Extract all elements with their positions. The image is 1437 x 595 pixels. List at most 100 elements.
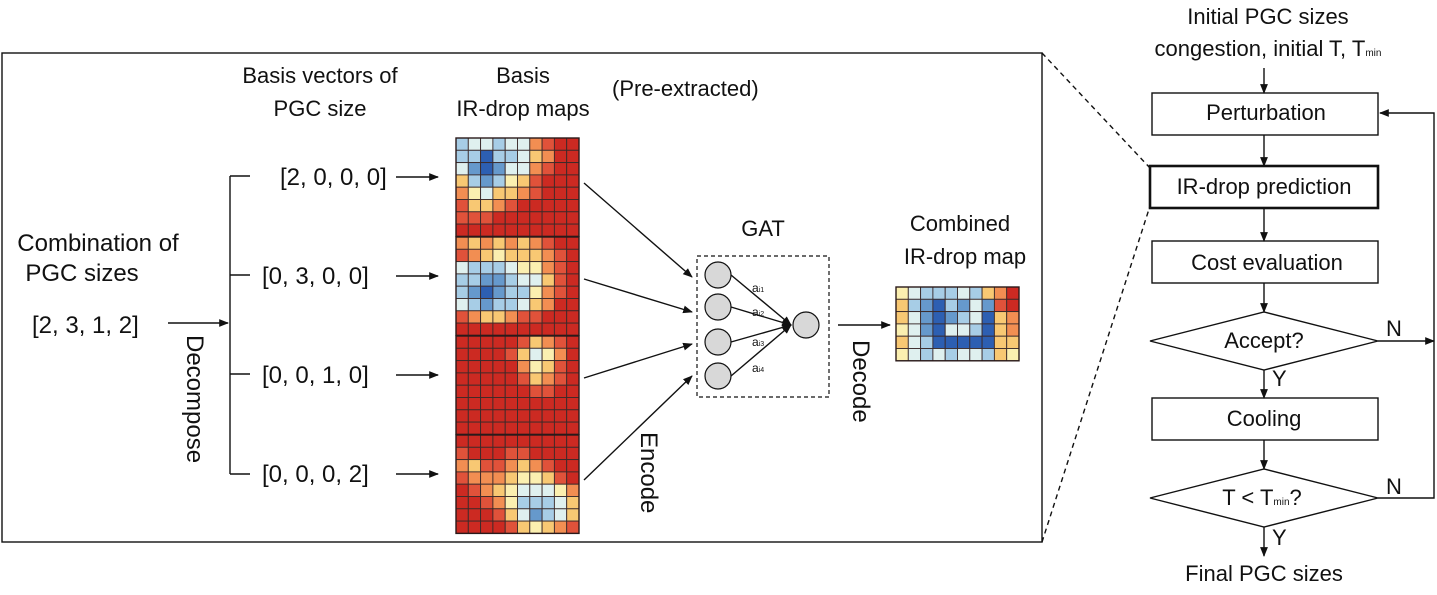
heatmap-cell xyxy=(529,471,543,485)
heatmap-cell xyxy=(553,174,568,188)
heatmap-cell xyxy=(480,322,494,336)
heatmap-cell xyxy=(981,323,995,337)
heatmap-cell xyxy=(504,335,518,349)
heatmap-cell xyxy=(920,323,934,337)
heatmap-cell xyxy=(467,434,482,448)
combined-title-line1: Combined xyxy=(909,211,1011,236)
heatmap-cell xyxy=(553,248,568,263)
heatmap-cell xyxy=(541,496,555,510)
heatmap-cell xyxy=(467,137,482,151)
basis-maps-header-line2: IR-drop maps xyxy=(456,96,590,121)
heatmap-cell xyxy=(455,248,469,263)
heatmap-cell xyxy=(455,459,469,473)
heatmap-cell xyxy=(480,248,494,263)
heatmap-cell xyxy=(566,446,580,461)
heatmap-cell xyxy=(455,347,469,362)
heatmap-cell xyxy=(455,520,469,534)
heatmap-cell xyxy=(895,311,909,325)
basis-vectors-header-line2: PGC size xyxy=(273,96,367,121)
heatmap-cell xyxy=(932,348,946,362)
heatmap-cell xyxy=(553,459,568,473)
heatmap-cell xyxy=(932,311,946,325)
heatmap-cell xyxy=(553,310,568,324)
heatmap-cell xyxy=(553,471,568,485)
heatmap-cell xyxy=(529,360,543,374)
heatmap-cell xyxy=(504,298,518,312)
basis-vector-1: [2, 0, 0, 0] xyxy=(280,164,387,191)
heatmap-cell xyxy=(566,137,580,151)
heatmap-cell xyxy=(553,372,568,386)
heatmap-cell xyxy=(455,236,469,250)
heatmap-cell xyxy=(467,409,482,423)
heatmap-cell xyxy=(492,471,506,485)
heatmap-cell xyxy=(895,348,909,362)
basis-map-1 xyxy=(455,137,580,238)
heatmap-cell xyxy=(467,211,482,225)
heatmap-cell xyxy=(492,421,506,435)
heatmap-cell xyxy=(517,199,531,213)
heatmap-cell xyxy=(467,520,482,534)
heatmap-cell xyxy=(455,372,469,386)
heatmap-cell xyxy=(566,471,580,485)
heatmap-cell xyxy=(981,335,995,349)
heatmap-cell xyxy=(455,186,469,200)
heatmap-cell xyxy=(455,322,469,336)
heatmap-frame xyxy=(455,434,580,535)
heatmap-cell xyxy=(529,335,543,349)
heatmap-cell xyxy=(553,298,568,312)
heatmap-cell xyxy=(566,273,580,287)
heatmap-cell xyxy=(541,236,555,250)
heatmap-cell xyxy=(467,322,482,336)
heatmap-cell xyxy=(553,335,568,349)
heatmap-cell xyxy=(529,236,543,250)
gat-output-node xyxy=(792,311,820,339)
heatmap-cell xyxy=(553,285,568,299)
heatmap-cell xyxy=(504,186,518,200)
gat-edge-2 xyxy=(730,306,792,327)
heatmap-cell xyxy=(566,248,580,263)
heatmap-cell xyxy=(517,471,531,485)
heatmap-cell xyxy=(517,434,531,448)
heatmap-cell xyxy=(455,384,469,398)
heatmap-cell xyxy=(529,508,543,522)
heatmap-cell xyxy=(467,459,482,473)
heatmap-cell xyxy=(553,273,568,287)
heatmap-cell xyxy=(529,285,543,299)
heatmap-cell xyxy=(566,384,580,398)
heatmap-cell xyxy=(553,162,568,176)
heatmap-cell xyxy=(1006,311,1020,325)
heatmap-cell xyxy=(566,360,580,374)
heatmap-cell xyxy=(455,149,469,164)
heatmap-cell xyxy=(529,446,543,461)
heatmap-cell xyxy=(480,310,494,324)
heatmap-cell xyxy=(541,459,555,473)
heatmap-cell xyxy=(467,310,482,324)
heatmap-cell xyxy=(553,421,568,435)
heatmap-cell xyxy=(480,149,494,164)
heatmap-cell xyxy=(907,323,922,337)
heatmap-cell xyxy=(504,137,518,151)
heatmap-cell xyxy=(480,434,494,448)
heatmap-cell xyxy=(492,483,506,497)
heatmap-cell xyxy=(566,236,580,250)
heatmap-cell xyxy=(492,459,506,473)
heatmap-cell xyxy=(492,199,506,213)
heatmap-cell xyxy=(529,434,543,448)
heatmap-cell xyxy=(529,162,543,176)
heatmap-cell xyxy=(553,384,568,398)
heatmap-cell xyxy=(553,508,568,522)
encode-label: Encode xyxy=(635,432,662,514)
heatmap-cell xyxy=(455,446,469,461)
heatmap-cell xyxy=(504,199,518,213)
heatmap-cell xyxy=(517,335,531,349)
heatmap-cell xyxy=(492,137,506,151)
heatmap-cell xyxy=(895,335,909,349)
decode-label: Decode xyxy=(847,340,874,423)
heatmap-cell xyxy=(517,273,531,287)
heatmap-cell xyxy=(492,273,506,287)
heatmap-cell xyxy=(504,409,518,423)
heatmap-cell xyxy=(993,335,1008,349)
heatmap-cell xyxy=(920,286,934,300)
heatmap-cell xyxy=(907,286,922,300)
heatmap-cell xyxy=(517,496,531,510)
